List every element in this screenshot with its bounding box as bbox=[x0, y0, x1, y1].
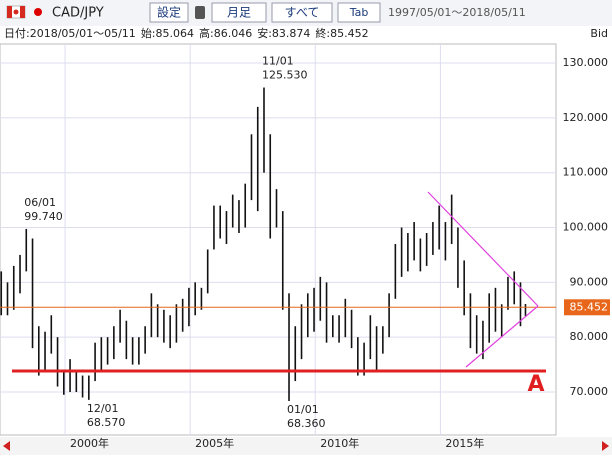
drawings bbox=[12, 191, 546, 373]
trendline bbox=[427, 191, 539, 307]
x-tick-label: 2010年 bbox=[320, 436, 359, 450]
quote-side: Bid bbox=[590, 27, 608, 40]
range: 1997/05/01～2018/05/11 bbox=[388, 6, 526, 19]
y-tick-label: 80.000 bbox=[570, 330, 609, 343]
scrollbar[interactable] bbox=[0, 437, 612, 455]
info-item: 始:85.064 bbox=[141, 26, 194, 40]
y-tick-label: 110.000 bbox=[563, 166, 609, 179]
symbol: CAD/JPY bbox=[52, 6, 104, 21]
y-tick-label: 100.000 bbox=[563, 221, 609, 234]
info-item: 終:85.452 bbox=[315, 26, 368, 40]
marker: A bbox=[527, 372, 544, 397]
annotation-date: 06/01 bbox=[24, 196, 56, 209]
y-tick-label: 90.000 bbox=[570, 275, 609, 288]
canada-flag bbox=[6, 5, 26, 19]
last-price-box bbox=[564, 299, 610, 316]
y-tick-label: 120.000 bbox=[563, 111, 609, 124]
annotation-value: 68.360 bbox=[287, 417, 326, 430]
annotation-date: 12/01 bbox=[87, 402, 119, 415]
buttons: 設定 月足 すべて Tab bbox=[149, 2, 381, 23]
info-item: 日付:2018/05/01～05/11 bbox=[4, 27, 136, 40]
button[interactable] bbox=[271, 2, 333, 23]
annotation-date: 11/01 bbox=[262, 55, 294, 68]
button-label[interactable]: Tab bbox=[349, 6, 369, 19]
annotation-value: 99.740 bbox=[24, 210, 63, 223]
plot-frame bbox=[0, 43, 557, 436]
scroll-left[interactable] bbox=[3, 441, 10, 451]
japan-flag bbox=[34, 8, 42, 16]
button-label[interactable]: すべて bbox=[285, 6, 320, 20]
info-item: 高:86.046 bbox=[199, 26, 252, 40]
info-item: 安:83.874 bbox=[257, 26, 310, 40]
x-tick-label: 2015年 bbox=[445, 436, 484, 450]
x-tick-label: 2000年 bbox=[70, 436, 109, 450]
trendline bbox=[465, 305, 539, 368]
button-label[interactable]: 月足 bbox=[227, 6, 251, 20]
last-price-label: 85.452 bbox=[570, 300, 609, 313]
y-tick-label: 130.000 bbox=[563, 56, 609, 69]
button[interactable] bbox=[211, 2, 267, 23]
annotation-date: 01/01 bbox=[287, 403, 319, 416]
annotation-value: 125.530 bbox=[262, 69, 308, 82]
trash-icon[interactable] bbox=[195, 6, 205, 19]
info-line: 日付:2018/05/01～05/11 始:85.064 高:86.046 安:83.… bbox=[4, 26, 369, 40]
y-tick-label: 70.000 bbox=[570, 385, 609, 398]
plot bbox=[0, 44, 556, 435]
scroll-right[interactable] bbox=[602, 441, 609, 451]
x-tick-label: 2005年 bbox=[195, 436, 234, 450]
button-label[interactable]: 設定 bbox=[157, 5, 181, 20]
button[interactable] bbox=[149, 2, 189, 23]
button[interactable] bbox=[337, 2, 381, 23]
annotation-value: 68.570 bbox=[87, 416, 126, 429]
